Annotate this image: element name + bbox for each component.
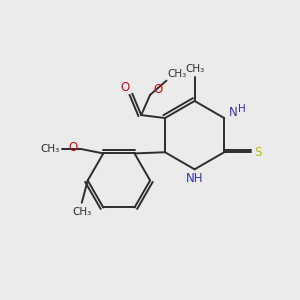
Text: S: S <box>254 146 261 159</box>
Text: O: O <box>153 83 162 96</box>
Text: CH₃: CH₃ <box>185 64 204 74</box>
Text: O: O <box>120 81 130 94</box>
Text: H: H <box>238 104 246 114</box>
Text: CH₃: CH₃ <box>40 144 59 154</box>
Text: CH₃: CH₃ <box>72 207 92 217</box>
Text: NH: NH <box>186 172 203 185</box>
Text: N: N <box>229 106 238 119</box>
Text: CH₃: CH₃ <box>167 69 187 79</box>
Text: O: O <box>68 141 77 154</box>
